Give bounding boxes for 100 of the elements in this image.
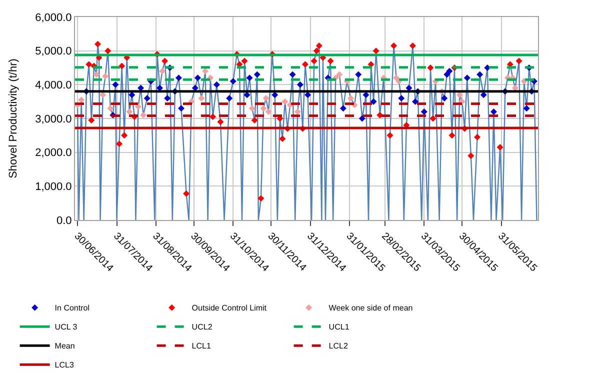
point xyxy=(480,92,487,98)
point xyxy=(430,115,436,122)
point xyxy=(304,92,312,98)
point xyxy=(302,61,308,68)
point xyxy=(313,48,320,54)
point xyxy=(441,94,448,102)
point xyxy=(294,108,301,115)
point xyxy=(289,71,296,78)
point xyxy=(265,108,272,115)
point xyxy=(144,94,150,102)
point xyxy=(202,68,209,74)
point xyxy=(251,116,258,124)
y-tick-label: 1,000.0 xyxy=(35,181,72,194)
point xyxy=(316,42,322,50)
point xyxy=(464,74,470,82)
y-tick-label: 4,000.0 xyxy=(35,80,72,92)
legend-label: UCL1 xyxy=(328,322,350,332)
point xyxy=(126,108,133,115)
point xyxy=(246,74,253,82)
point xyxy=(230,78,236,85)
point xyxy=(398,94,405,102)
point xyxy=(112,81,119,88)
legend-label: In Control xyxy=(54,304,90,313)
point xyxy=(194,74,201,82)
point xyxy=(516,58,522,64)
point xyxy=(296,81,304,88)
point xyxy=(386,132,394,139)
point xyxy=(272,92,278,98)
legend-label: Week one side of mean xyxy=(328,304,413,313)
point xyxy=(175,74,182,82)
legend-label: UCL 3 xyxy=(54,322,78,332)
point xyxy=(140,112,147,118)
point xyxy=(282,98,288,105)
point xyxy=(355,71,362,78)
point xyxy=(358,115,366,122)
point xyxy=(210,114,216,120)
point xyxy=(446,68,453,74)
legend-label: Mean xyxy=(54,342,75,351)
y-axis-title: Shovel Productivity (t/hr) xyxy=(8,58,20,178)
point xyxy=(327,58,334,64)
legend-label: LCL1 xyxy=(192,342,212,351)
point xyxy=(393,74,400,82)
point xyxy=(410,42,416,50)
point xyxy=(116,140,123,148)
point xyxy=(88,116,95,124)
y-tick-label: 3,000.0 xyxy=(35,113,72,126)
point xyxy=(476,71,484,78)
point xyxy=(244,92,250,98)
point xyxy=(490,108,497,115)
point xyxy=(362,92,370,98)
point xyxy=(340,105,346,112)
point xyxy=(93,71,100,78)
point xyxy=(420,108,428,115)
point xyxy=(348,94,354,102)
point xyxy=(258,195,264,202)
point xyxy=(390,42,398,50)
point xyxy=(456,92,463,98)
point xyxy=(254,71,260,78)
y-tick-label: 5,000.0 xyxy=(35,46,72,58)
point xyxy=(198,94,205,102)
point xyxy=(104,48,112,54)
point xyxy=(427,64,434,71)
point xyxy=(102,72,109,80)
point xyxy=(372,48,380,54)
legend-label: LCL2 xyxy=(328,342,348,351)
point xyxy=(94,40,102,48)
point xyxy=(468,152,474,159)
point xyxy=(217,118,224,126)
point xyxy=(448,132,456,139)
point xyxy=(248,105,256,112)
point xyxy=(213,81,220,88)
point xyxy=(474,134,481,140)
point xyxy=(183,190,190,197)
point xyxy=(118,62,126,70)
point xyxy=(260,105,267,112)
y-tick-label: 6,000.0 xyxy=(35,12,72,24)
point xyxy=(107,105,114,112)
point xyxy=(310,58,318,64)
legend-label: Outside Control Limit xyxy=(192,304,268,313)
point xyxy=(100,92,106,98)
point xyxy=(412,98,419,105)
point xyxy=(162,58,168,64)
point xyxy=(135,103,142,110)
point xyxy=(159,68,166,74)
point xyxy=(164,94,171,102)
point xyxy=(484,64,491,71)
point xyxy=(279,136,286,142)
legend-label: LCL3 xyxy=(54,360,74,370)
point xyxy=(226,94,233,102)
y-tick-label: 0.0 xyxy=(56,214,72,227)
point xyxy=(523,105,530,112)
point xyxy=(496,144,504,151)
point xyxy=(121,132,128,139)
y-tick-label: 2,000.0 xyxy=(35,147,72,160)
point xyxy=(444,71,450,78)
point xyxy=(262,94,270,102)
point xyxy=(86,61,92,68)
point xyxy=(78,96,85,104)
point xyxy=(241,58,248,64)
point xyxy=(370,98,377,105)
